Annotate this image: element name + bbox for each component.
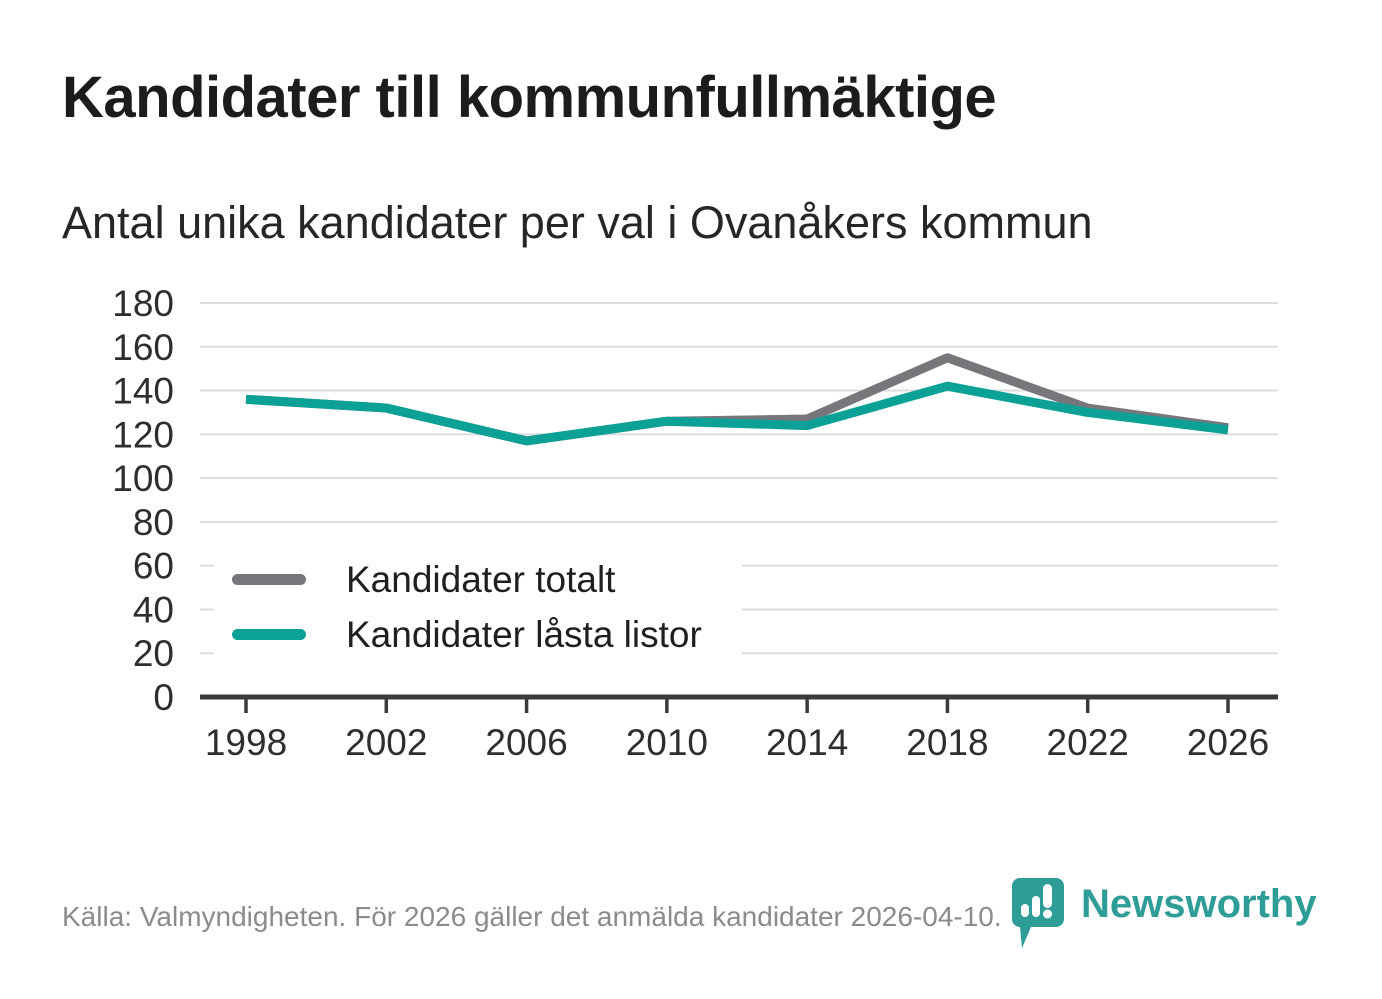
legend-swatch-locked-lists [232, 629, 306, 640]
legend-label-locked-lists: Kandidater låsta listor [346, 613, 702, 655]
x-axis-tick-label: 1998 [205, 722, 287, 763]
y-axis-tick-label: 20 [133, 633, 174, 674]
newsworthy-logo[interactable]: Newsworthy [1010, 876, 1317, 952]
source-note: Källa: Valmyndigheten. För 2026 gäller d… [62, 901, 1002, 932]
x-axis-tick-label: 2026 [1187, 722, 1269, 763]
x-axis-tick-label: 2010 [626, 722, 708, 763]
y-axis-tick-label: 80 [133, 502, 174, 543]
chart-legend: Kandidater totalt Kandidater låsta listo… [214, 548, 742, 672]
y-axis-tick-label: 60 [133, 546, 174, 587]
legend-item-locked-lists: Kandidater låsta listor [232, 607, 732, 662]
chart-subtitle: Antal unika kandidater per val i Ovanåke… [62, 197, 1093, 248]
y-axis-tick-label: 160 [112, 327, 174, 368]
chart-title: Kandidater till kommunfullmäktige [62, 65, 997, 130]
y-axis-tick-label: 0 [153, 677, 174, 718]
x-axis-tick-label: 2022 [1047, 722, 1129, 763]
newsworthy-chart-pin-icon [1012, 878, 1064, 948]
y-axis-tick-label: 140 [112, 371, 174, 412]
legend-item-total: Kandidater totalt [232, 552, 732, 607]
x-axis-tick-label: 2006 [485, 722, 567, 763]
y-axis-tick-label: 40 [133, 589, 174, 630]
y-axis-tick-label: 100 [112, 458, 174, 499]
x-axis-tick-label: 2002 [345, 722, 427, 763]
x-axis-tick-label: 2014 [766, 722, 848, 763]
y-axis-tick-label: 120 [112, 414, 174, 455]
legend-swatch-total [232, 574, 306, 585]
newsworthy-brand-text: Newsworthy [1081, 882, 1317, 926]
legend-label-total: Kandidater totalt [346, 558, 616, 600]
series-line-total [245, 353, 1229, 446]
x-axis-tick-label: 2018 [906, 722, 988, 763]
y-axis-tick-label: 180 [112, 283, 174, 324]
series-line-locked-lists [245, 381, 1229, 446]
